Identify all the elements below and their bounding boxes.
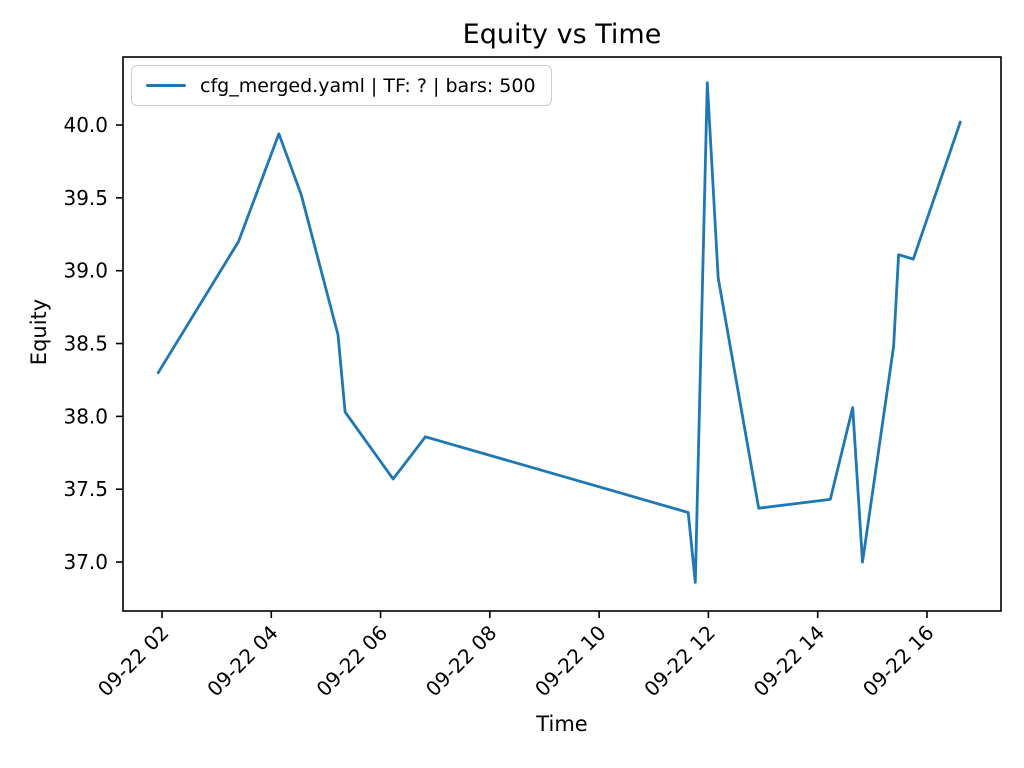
x-tick-label: 09-22 14 — [749, 621, 830, 702]
x-tick-label: 09-22 02 — [93, 621, 174, 702]
y-tick-label: 37.5 — [63, 477, 108, 501]
x-tick-label: 09-22 16 — [858, 621, 939, 702]
y-tick-label: 39.5 — [63, 186, 108, 210]
y-axis-label: Equity — [27, 298, 51, 366]
legend-label: cfg_merged.yaml | TF: ? | bars: 500 — [200, 74, 536, 97]
x-tick-label: 09-22 10 — [530, 621, 611, 702]
x-tick-label: 09-22 12 — [639, 621, 720, 702]
y-tick-label: 40.0 — [63, 113, 108, 137]
legend: cfg_merged.yaml | TF: ? | bars: 500 — [131, 65, 552, 106]
chart-title: Equity vs Time — [462, 19, 662, 50]
x-axis-label: Time — [536, 712, 588, 736]
x-tick-label: 09-22 08 — [421, 621, 502, 702]
axes-spines — [122, 56, 1002, 612]
equity-line — [156, 81, 962, 584]
x-tick-label: 09-22 04 — [202, 621, 283, 702]
y-tick-label: 38.5 — [63, 332, 108, 356]
x-tick-label: 09-22 06 — [312, 621, 393, 702]
y-tick-label: 39.0 — [63, 259, 108, 283]
y-tick-label: 37.0 — [63, 550, 108, 574]
y-tick-label: 38.0 — [63, 404, 108, 428]
legend-line-swatch — [146, 84, 186, 87]
